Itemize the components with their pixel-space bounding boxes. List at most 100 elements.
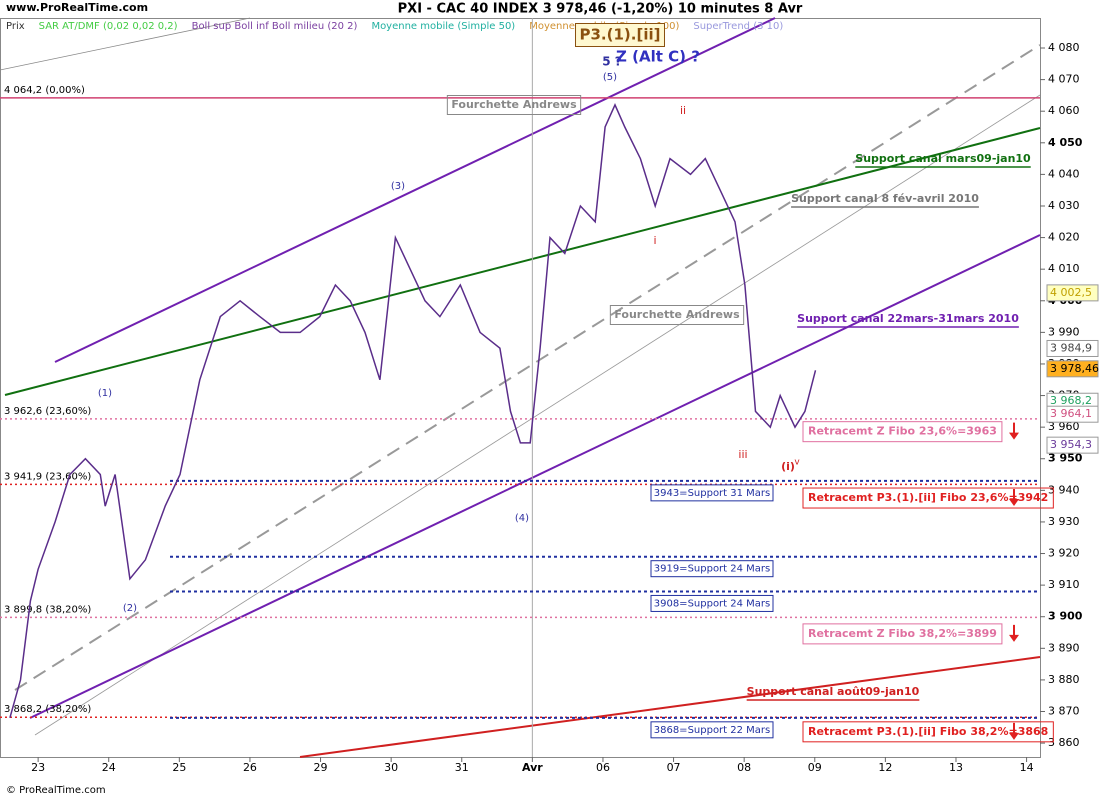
price-line [9, 103, 817, 719]
price-tag-label: 3 978,46 [1050, 362, 1099, 375]
x-tick-label: 08 [737, 761, 751, 774]
legend-entry: SAR AT/DMF (0,02 0,02 0,2) [39, 21, 178, 32]
y-tick-label: 3 900 [1048, 610, 1083, 623]
red-channel [299, 656, 1041, 758]
annotation: ii [680, 104, 686, 117]
channel-line [0, 17, 251, 71]
annotation: (4) [515, 513, 529, 524]
support-box [650, 560, 774, 578]
footer: © ProRealTime.com [6, 785, 106, 796]
fibo-label: Retracemt Z Fibo 23,6%=3963 [808, 425, 997, 438]
annotation: Support canal 22mars-31mars 2010 [797, 312, 1019, 325]
support-label: 3943=Support 31 Mars [654, 488, 771, 499]
price-tag-label: 3 954,3 [1050, 438, 1092, 451]
y-tick-label: 3 950 [1048, 452, 1083, 465]
annotation: Z (Alt C) ? [616, 48, 700, 66]
y-tick-label: 3 860 [1048, 736, 1080, 749]
annotation: Support canal 8 fév-avril 2010 [791, 192, 979, 205]
x-tick-label: 26 [243, 761, 257, 774]
annotation: (3) [391, 181, 405, 192]
level-label: 3 868,2 (38,20%) [4, 704, 91, 715]
y-tick-label: 4 030 [1048, 199, 1080, 212]
fibo-label: Retracemt P3.(1).[ii] Fibo 38,2%=3868 [808, 725, 1048, 738]
y-tick-label: 3 940 [1048, 483, 1080, 496]
y-tick-label: 3 880 [1048, 673, 1080, 686]
channel-line [34, 94, 1041, 736]
annotation: Support canal août09-jan10 [747, 685, 920, 698]
annotation: v [794, 458, 800, 468]
y-tick-label: 4 040 [1048, 167, 1080, 180]
legend-entry: Moyenne mobile (Simple 50) [371, 21, 515, 32]
y-tick-label: 4 010 [1048, 262, 1080, 275]
fibo-box [802, 421, 1003, 443]
annotation: i [653, 234, 656, 247]
fibo-label: Retracemt Z Fibo 38,2%=3899 [808, 627, 997, 640]
purple-channel [29, 234, 1041, 719]
chart-title: PXI - CAC 40 INDEX 3 978,46 (-1,20%) 10 … [398, 2, 803, 17]
price-tag [1046, 360, 1099, 378]
annotation: (5) [603, 72, 617, 83]
level-label: 4 064,2 (0,00%) [4, 85, 85, 96]
x-tick-label: 25 [172, 761, 186, 774]
andrews-median [14, 44, 1041, 691]
fibo-box [802, 721, 1054, 743]
annotation: Fourchette Andrews [614, 308, 740, 321]
green-channel [4, 127, 1041, 396]
x-tick-label: 30 [384, 761, 398, 774]
y-tick-label: 3 910 [1048, 578, 1080, 591]
annotation: (2) [123, 603, 137, 614]
down-arrow [1009, 722, 1019, 740]
y-tick-label: 3 920 [1048, 547, 1080, 560]
y-tick-label: 4 070 [1048, 73, 1080, 86]
y-tick-label: 4 080 [1048, 41, 1080, 54]
fibo-box [802, 487, 1054, 509]
down-arrow [1009, 624, 1019, 642]
down-arrow [1009, 422, 1019, 440]
support-label: 3919=Support 24 Mars [654, 564, 771, 575]
x-tick-label: Avr [522, 761, 543, 774]
legend-entry: Boll sup Boll inf Boll milieu (20 2) [192, 21, 358, 32]
y-tick-label: 3 870 [1048, 705, 1080, 718]
legend-entry: SuperTrend (3 10) [693, 21, 783, 32]
x-tick-label: 09 [808, 761, 822, 774]
price-tag-label: 3 968,2 [1050, 394, 1092, 407]
x-tick-label: 06 [596, 761, 610, 774]
level-label: 3 899,8 (38,20%) [4, 604, 91, 615]
support-box [650, 484, 774, 502]
annotation: Fourchette Andrews [451, 98, 577, 111]
y-tick-label: 3 960 [1048, 420, 1080, 433]
annotation: Support canal mars09-jan10 [855, 152, 1031, 165]
x-tick-label: 23 [31, 761, 45, 774]
fibo-label: Retracemt P3.(1).[ii] Fibo 23,6%=3942 [808, 491, 1048, 504]
annotation: 5 ? [602, 55, 622, 69]
price-tag-label: 3 964,1 [1050, 407, 1092, 420]
site-name: www.ProRealTime.com [6, 1, 148, 14]
x-tick-label: 24 [102, 761, 116, 774]
support-label: 3908=Support 24 Mars [654, 598, 771, 609]
level-label: 3 962,6 (23,60%) [4, 406, 91, 417]
purple-channel [54, 17, 776, 363]
annotation-box [609, 305, 745, 325]
annotation: iii [738, 448, 747, 461]
price-tag [1046, 284, 1099, 302]
annotation: P3.(1).[ii] [580, 26, 661, 44]
x-tick-label: 12 [878, 761, 892, 774]
down-arrow [1009, 489, 1019, 507]
x-tick-label: 14 [1020, 761, 1034, 774]
price-tag [1046, 339, 1099, 357]
x-tick-label: 07 [667, 761, 681, 774]
price-tag [1046, 405, 1099, 423]
y-tick-label: 3 930 [1048, 515, 1080, 528]
price-tag-label: 3 984,9 [1050, 341, 1092, 354]
y-tick-label: 4 060 [1048, 104, 1080, 117]
price-tag-label: 4 002,5 [1050, 286, 1092, 299]
level-label: 3 941,9 (23,60%) [4, 471, 91, 482]
support-label: 3868=Support 22 Mars [654, 725, 771, 736]
support-box [650, 721, 774, 739]
x-tick-label: 31 [455, 761, 469, 774]
annotation-box [446, 95, 582, 115]
y-tick-label: 4 050 [1048, 136, 1083, 149]
plot-frame [0, 18, 1041, 758]
